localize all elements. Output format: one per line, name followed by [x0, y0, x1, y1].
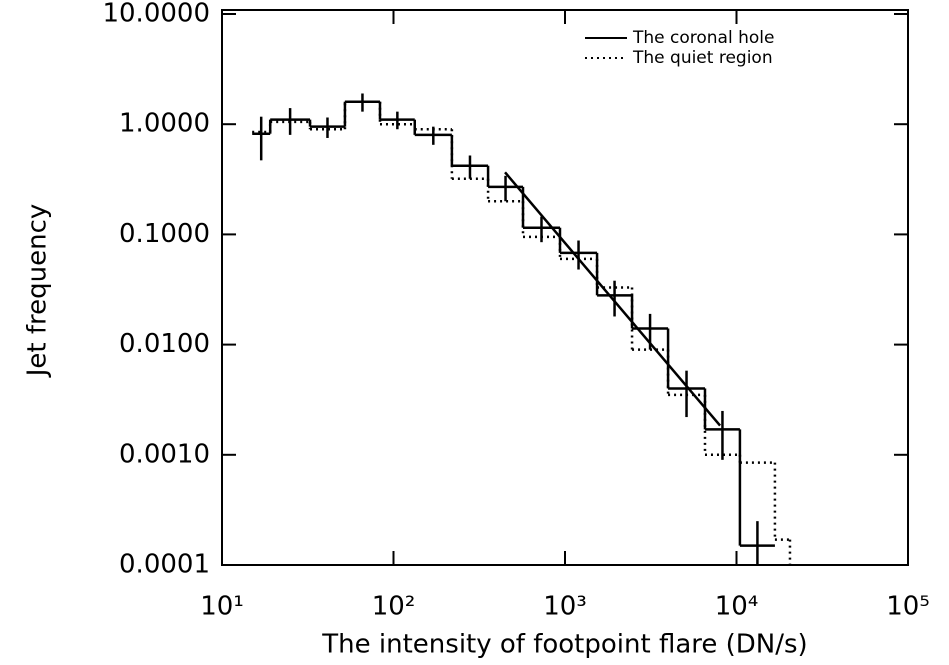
- x-tick-label: 10³: [543, 592, 587, 622]
- plot-frame: [221, 9, 909, 566]
- legend-label: The quiet region: [632, 48, 773, 68]
- x-tick-label: 10²: [372, 592, 416, 622]
- y-tick-label: 1.0000: [119, 109, 210, 139]
- y-tick-label: 0.1000: [119, 219, 210, 249]
- y-tick-label: 0.0001: [119, 550, 210, 580]
- legend-label: The coronal hole: [632, 28, 774, 48]
- fit-line: [504, 171, 722, 427]
- y-axis-label: Jet frequency: [23, 204, 53, 379]
- x-tick-label: 10¹: [200, 592, 244, 622]
- x-axis-label: The intensity of footpoint flare (DN/s): [321, 630, 807, 660]
- y-tick-label: 0.0100: [119, 329, 210, 359]
- y-tick-label: 10.0000: [102, 0, 210, 29]
- x-tick-label: 10⁴: [715, 592, 759, 622]
- y-tick-label: 0.0010: [119, 439, 210, 469]
- x-tick-label: 10⁵: [886, 592, 930, 622]
